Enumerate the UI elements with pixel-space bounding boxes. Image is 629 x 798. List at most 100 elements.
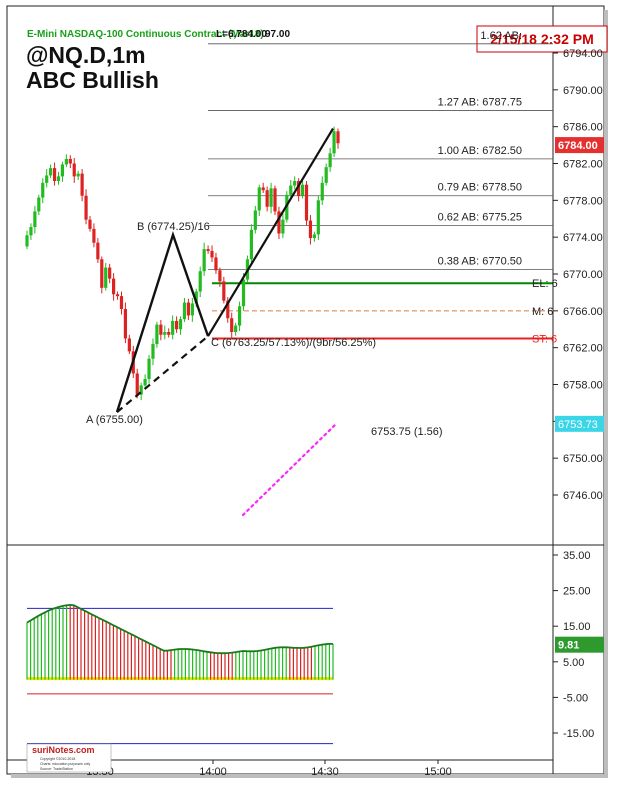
candle-body [234, 325, 238, 333]
price-tick-label: 6782.00 [563, 159, 603, 171]
candle-body [178, 319, 183, 330]
candle-body [171, 320, 175, 335]
candle-body [332, 131, 336, 154]
candle-body [52, 168, 57, 181]
price-tick-label: 6766.00 [563, 306, 603, 318]
fib-level-label: 0.79 AB: 6778.50 [438, 182, 522, 194]
candle-body [108, 267, 112, 279]
price-tick-label: 6758.00 [563, 380, 603, 392]
candle-body [155, 324, 159, 344]
time-tick-label: 14:00 [199, 766, 227, 778]
candle-body [316, 200, 320, 235]
price-tick-label: 6774.00 [563, 232, 603, 244]
candle-body [174, 320, 179, 330]
candle-body [115, 294, 120, 297]
point-b-label: B (6774.25)/16 [137, 221, 210, 233]
watermark-logo: suriNotes.com Copyright ©2010-2018 Chart… [26, 743, 112, 773]
candle-body [304, 184, 309, 221]
price-tick-label: 6750.00 [563, 453, 603, 465]
last-price-badge-text: 6784.00 [558, 140, 598, 152]
candle-body [45, 175, 49, 183]
chart-frame [6, 5, 605, 775]
osc-value-badge-text: 9.81 [558, 640, 579, 652]
candle-body [60, 164, 65, 177]
candle-body [300, 184, 305, 196]
last-price-badge [555, 137, 604, 154]
candle-body [206, 249, 210, 251]
fib-level-label: 1.27 AB: 6787.75 [438, 97, 522, 109]
contract-title: E-Mini NASDAQ-100 Continuous Contract (M… [27, 29, 264, 40]
price-axis: 6794.00 6790.00 6786.00 6782.00 6778.00 6774.… [553, 48, 604, 502]
price-tick-label: 6794.00 [563, 48, 603, 60]
candle-body [261, 187, 265, 191]
candle-body [139, 385, 143, 395]
candle-body [210, 250, 214, 258]
candle-body [265, 190, 269, 207]
target-price-badge [555, 415, 604, 432]
candle-body [312, 234, 316, 239]
candle-body [72, 163, 76, 177]
candle-body [119, 296, 124, 309]
candle-body [198, 271, 202, 292]
candle-body [167, 332, 171, 335]
candle-body [289, 185, 293, 195]
candle-body [64, 158, 68, 165]
fib-level-label: 0.62 AB: 6775.25 [438, 212, 522, 224]
candle-body [112, 278, 116, 295]
candle-body [328, 153, 332, 168]
candle-body [218, 270, 222, 282]
candle-body [269, 188, 273, 207]
candle-body [100, 259, 104, 288]
candle-body [214, 257, 218, 271]
timestamp: 2/15/18 2:32 PM [490, 31, 594, 47]
candle-body [194, 291, 198, 304]
last-price-readout: L=6,784.00 [216, 29, 267, 40]
entry-level-label: M: 6 [532, 306, 553, 318]
symbol-title: @NQ.D,1m [26, 42, 146, 68]
frame-shadow-right [604, 10, 608, 778]
candle-body [163, 332, 167, 335]
entry-lines: EL: 6 M: 6 ST: 6 [212, 278, 558, 345]
candle-body [182, 302, 187, 320]
candle-body [25, 235, 29, 247]
ac-dashed-line [116, 335, 209, 413]
watermark-line-2: Charts: education purposes only [40, 762, 90, 766]
candle-body [147, 358, 151, 379]
candle-body [237, 306, 242, 326]
candle-body [308, 220, 313, 239]
candle-body [92, 228, 96, 243]
candle-body [202, 249, 206, 272]
candle-body [84, 195, 88, 220]
target-label: 6753.75 (1.56) [371, 426, 443, 438]
osc-tick-label: -5.00 [563, 692, 588, 704]
fib-levels: 1.62 AB: 1.27 AB: 6787.75 1.00 AB: 6782.50… [208, 30, 553, 270]
price-tick-label: 6786.00 [563, 122, 603, 134]
candle-body [56, 176, 61, 181]
candle-body [336, 131, 340, 144]
osc-tick-label: -15.00 [563, 728, 594, 740]
candle-body [127, 338, 131, 352]
change-readout: 97.00 [265, 29, 290, 40]
frame-shadow-bottom [11, 774, 608, 778]
candle-body [281, 219, 285, 234]
candle-body [293, 180, 297, 186]
price-tick-label: 6762.00 [563, 343, 603, 355]
candle-body [80, 173, 84, 196]
fib-level-label: 0.38 AB: 6770.50 [438, 255, 522, 267]
osc-tick-label: 35.00 [563, 550, 591, 562]
candle-body [186, 302, 191, 316]
timestamp-box [476, 25, 608, 53]
time-tick-label: 15:00 [424, 766, 452, 778]
candle-body [33, 211, 37, 228]
target-dotted-line [241, 423, 337, 517]
candle-body [96, 242, 100, 260]
candle-body [273, 188, 277, 212]
candle-body [49, 168, 53, 176]
price-tick-label: 6746.00 [563, 490, 603, 502]
candle-body [253, 210, 257, 230]
brand-logo-text: suriNotes.com [32, 745, 95, 755]
osc-value-badge [555, 636, 604, 653]
candle-body [29, 227, 33, 236]
candle-body [143, 378, 147, 386]
